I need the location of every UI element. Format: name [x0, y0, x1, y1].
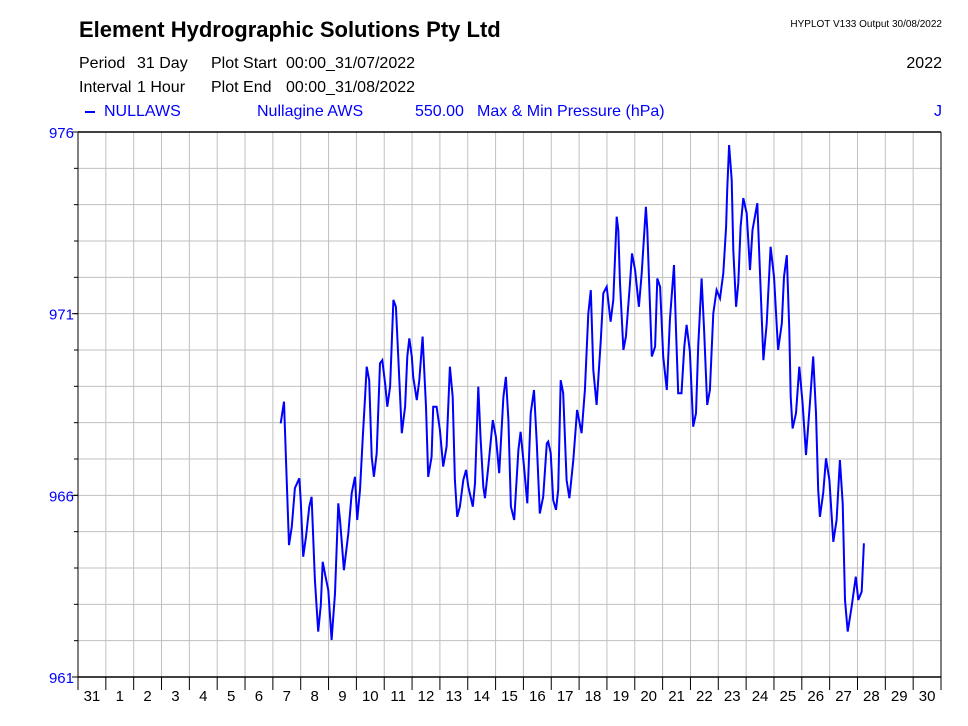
y-tick-label: 976: [49, 125, 74, 142]
x-tick-label: 24: [752, 688, 769, 705]
x-tick-label: 28: [863, 688, 880, 705]
legend-flag: J: [934, 103, 942, 120]
x-tick-label: 4: [199, 688, 207, 705]
period-label: Period: [79, 55, 126, 72]
x-tick-label: 16: [529, 688, 546, 705]
x-tick-label: 29: [891, 688, 908, 705]
chart-title: Element Hydrographic Solutions Pty Ltd: [79, 17, 501, 42]
x-tick-label: 15: [501, 688, 518, 705]
interval-value: 1 Hour: [137, 79, 186, 96]
x-tick-label: 13: [445, 688, 462, 705]
x-tick-label: 14: [473, 688, 490, 705]
y-tick-label: 971: [49, 307, 74, 324]
x-tick-label: 8: [310, 688, 318, 705]
x-tick-label: 20: [640, 688, 657, 705]
legend-site-code: NULLAWS: [104, 103, 181, 120]
x-tick-label: 9: [338, 688, 346, 705]
x-tick-label: 31: [84, 688, 101, 705]
x-tick-label: 2: [143, 688, 151, 705]
period-value: 31 Day: [137, 55, 188, 72]
legend-variable-name: Max & Min Pressure (hPa): [477, 103, 665, 120]
x-tick-label: 19: [613, 688, 630, 705]
series-line-nullaws: [279, 145, 865, 640]
plot-end-label: Plot End: [211, 79, 272, 96]
plot-start-label: Plot Start: [211, 55, 277, 72]
x-tick-label: 18: [585, 688, 602, 705]
x-tick-label: 3: [171, 688, 179, 705]
x-tick-label: 21: [668, 688, 685, 705]
x-tick-label: 17: [557, 688, 574, 705]
x-tick-label: 25: [780, 688, 797, 705]
y-tick-label: 961: [49, 670, 74, 687]
legend-line-swatch: [85, 111, 95, 113]
legend-variable-code: 550.00: [415, 103, 464, 120]
x-tick-label: 5: [227, 688, 235, 705]
x-tick-label: 1: [116, 688, 124, 705]
version-output-label: HYPLOT V133 Output 30/08/2022: [790, 19, 942, 30]
x-tick-label: 27: [835, 688, 852, 705]
x-tick-label: 10: [362, 688, 379, 705]
grid: [78, 132, 941, 677]
y-tick-label: 966: [49, 488, 74, 505]
x-tick-label: 23: [724, 688, 741, 705]
interval-label: Interval: [79, 79, 132, 96]
legend-site-name: Nullagine AWS: [257, 103, 364, 120]
x-tick-label: 7: [283, 688, 291, 705]
x-tick-label: 22: [696, 688, 713, 705]
year-label: 2022: [906, 55, 942, 72]
x-tick-label: 12: [418, 688, 435, 705]
x-tick-label: 6: [255, 688, 263, 705]
x-tick-label: 11: [390, 688, 406, 705]
plot-end-value: 00:00_31/08/2022: [286, 79, 416, 96]
x-tick-label: 26: [807, 688, 824, 705]
x-tick-label: 30: [919, 688, 936, 705]
series-layer: [279, 145, 865, 640]
plot-start-value: 00:00_31/07/2022: [286, 55, 416, 72]
